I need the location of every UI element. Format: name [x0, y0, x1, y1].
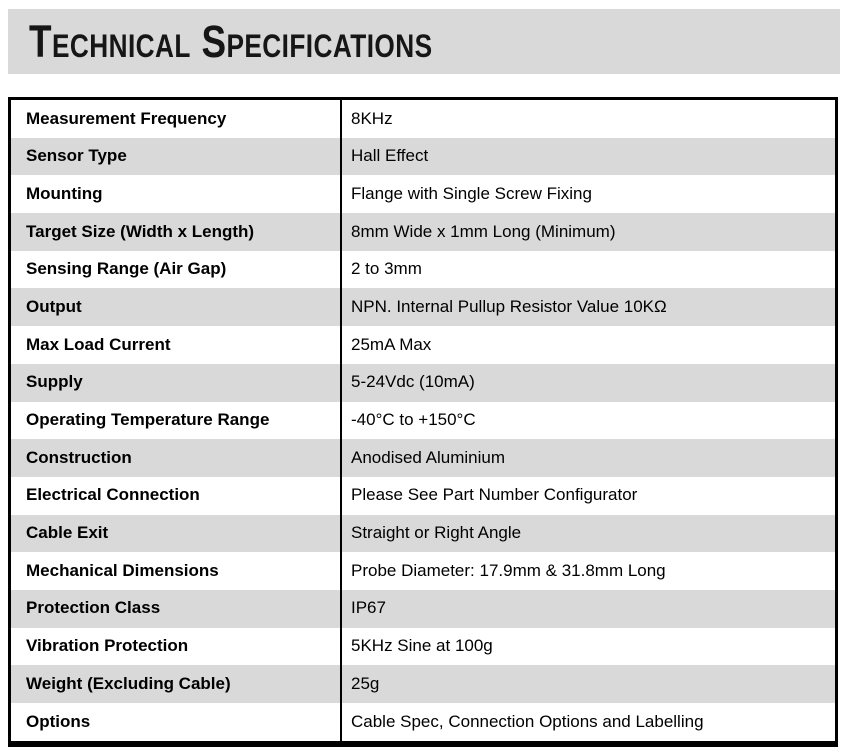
- spec-value-cell: NPN. Internal Pullup Resistor Value 10KΩ: [351, 296, 667, 316]
- table-row: Operating Temperature Range -40°C to +15…: [11, 401, 835, 440]
- spec-name-cell: Electrical Connection: [11, 476, 342, 515]
- spec-value-cell: 8mm Wide x 1mm Long (Minimum): [351, 221, 616, 241]
- table-row: Vibration Protection 5KHz Sine at 100g: [11, 627, 835, 666]
- spec-value-cell: Straight or Right Angle: [351, 523, 522, 543]
- spec-value-cell: 5KHz Sine at 100g: [351, 636, 493, 656]
- page-title: Technical Specifications: [29, 15, 433, 67]
- spec-name-cell: Construction: [11, 439, 342, 477]
- table-row: Weight (Excluding Cable) 25g: [11, 665, 835, 703]
- spec-name-cell: Mounting: [11, 175, 342, 214]
- table-row: Cable Exit Straight or Right Angle: [11, 514, 835, 553]
- spec-name-cell: Max Load Current: [11, 326, 342, 364]
- table-row: Measurement Frequency 8KHz: [11, 100, 835, 138]
- spec-value-cell: 25g: [351, 673, 380, 693]
- spec-value-cell: 8KHz: [351, 108, 393, 128]
- spec-value-cell: Cable Spec, Connection Options and Label…: [351, 711, 704, 731]
- spec-value-cell: 25mA Max: [351, 334, 432, 354]
- table-row: Construction Anodised Aluminium: [11, 439, 835, 477]
- table-row: Electrical Connection Please See Part Nu…: [11, 476, 835, 515]
- spec-value-cell: Hall Effect: [351, 146, 429, 166]
- table-row: Output NPN. Internal Pullup Resistor Val…: [11, 288, 835, 327]
- spec-table: Measurement Frequency 8KHz Sensor Type H…: [8, 97, 838, 747]
- spec-name-cell: Protection Class: [11, 589, 342, 628]
- spec-name-cell: Measurement Frequency: [11, 100, 342, 138]
- spec-name-cell: Target Size (Width x Length): [11, 213, 342, 251]
- spec-name-cell: Vibration Protection: [11, 627, 342, 666]
- title-banner: Technical Specifications: [8, 9, 840, 74]
- spec-name-cell: Options: [11, 703, 342, 741]
- spec-name-cell: Cable Exit: [11, 514, 342, 553]
- table-row: Max Load Current 25mA Max: [11, 326, 835, 364]
- spec-value-cell: Probe Diameter: 17.9mm & 31.8mm Long: [351, 560, 666, 580]
- spec-name-cell: Output: [11, 288, 342, 327]
- spec-value-cell: Please See Part Number Configurator: [351, 485, 638, 505]
- table-row: Options Cable Spec, Connection Options a…: [11, 703, 835, 741]
- table-row: Protection Class IP67: [11, 589, 835, 628]
- spec-value-cell: IP67: [351, 598, 386, 618]
- spec-name-cell: Operating Temperature Range: [11, 401, 342, 440]
- spec-value-cell: Anodised Aluminium: [351, 447, 506, 467]
- spec-value-cell: -40°C to +150°C: [351, 410, 476, 429]
- table-row: Sensor Type Hall Effect: [11, 137, 835, 176]
- spec-name-cell: Supply: [11, 363, 342, 402]
- spec-value-cell: Flange with Single Screw Fixing: [351, 183, 592, 203]
- table-row: Mechanical Dimensions Probe Diameter: 17…: [11, 552, 835, 590]
- spec-value-cell: 2 to 3mm: [351, 259, 422, 279]
- spec-name-cell: Sensor Type: [11, 137, 342, 176]
- table-row: Mounting Flange with Single Screw Fixing: [11, 175, 835, 214]
- spec-name-cell: Mechanical Dimensions: [11, 552, 342, 590]
- table-row: Supply 5-24Vdc (10mA): [11, 363, 835, 402]
- spec-value-cell: 5-24Vdc (10mA): [351, 372, 475, 392]
- spec-name-cell: Sensing Range (Air Gap): [11, 250, 342, 289]
- spec-name-cell: Weight (Excluding Cable): [11, 665, 342, 703]
- table-row: Target Size (Width x Length) 8mm Wide x …: [11, 213, 835, 251]
- table-row: Sensing Range (Air Gap) 2 to 3mm: [11, 250, 835, 289]
